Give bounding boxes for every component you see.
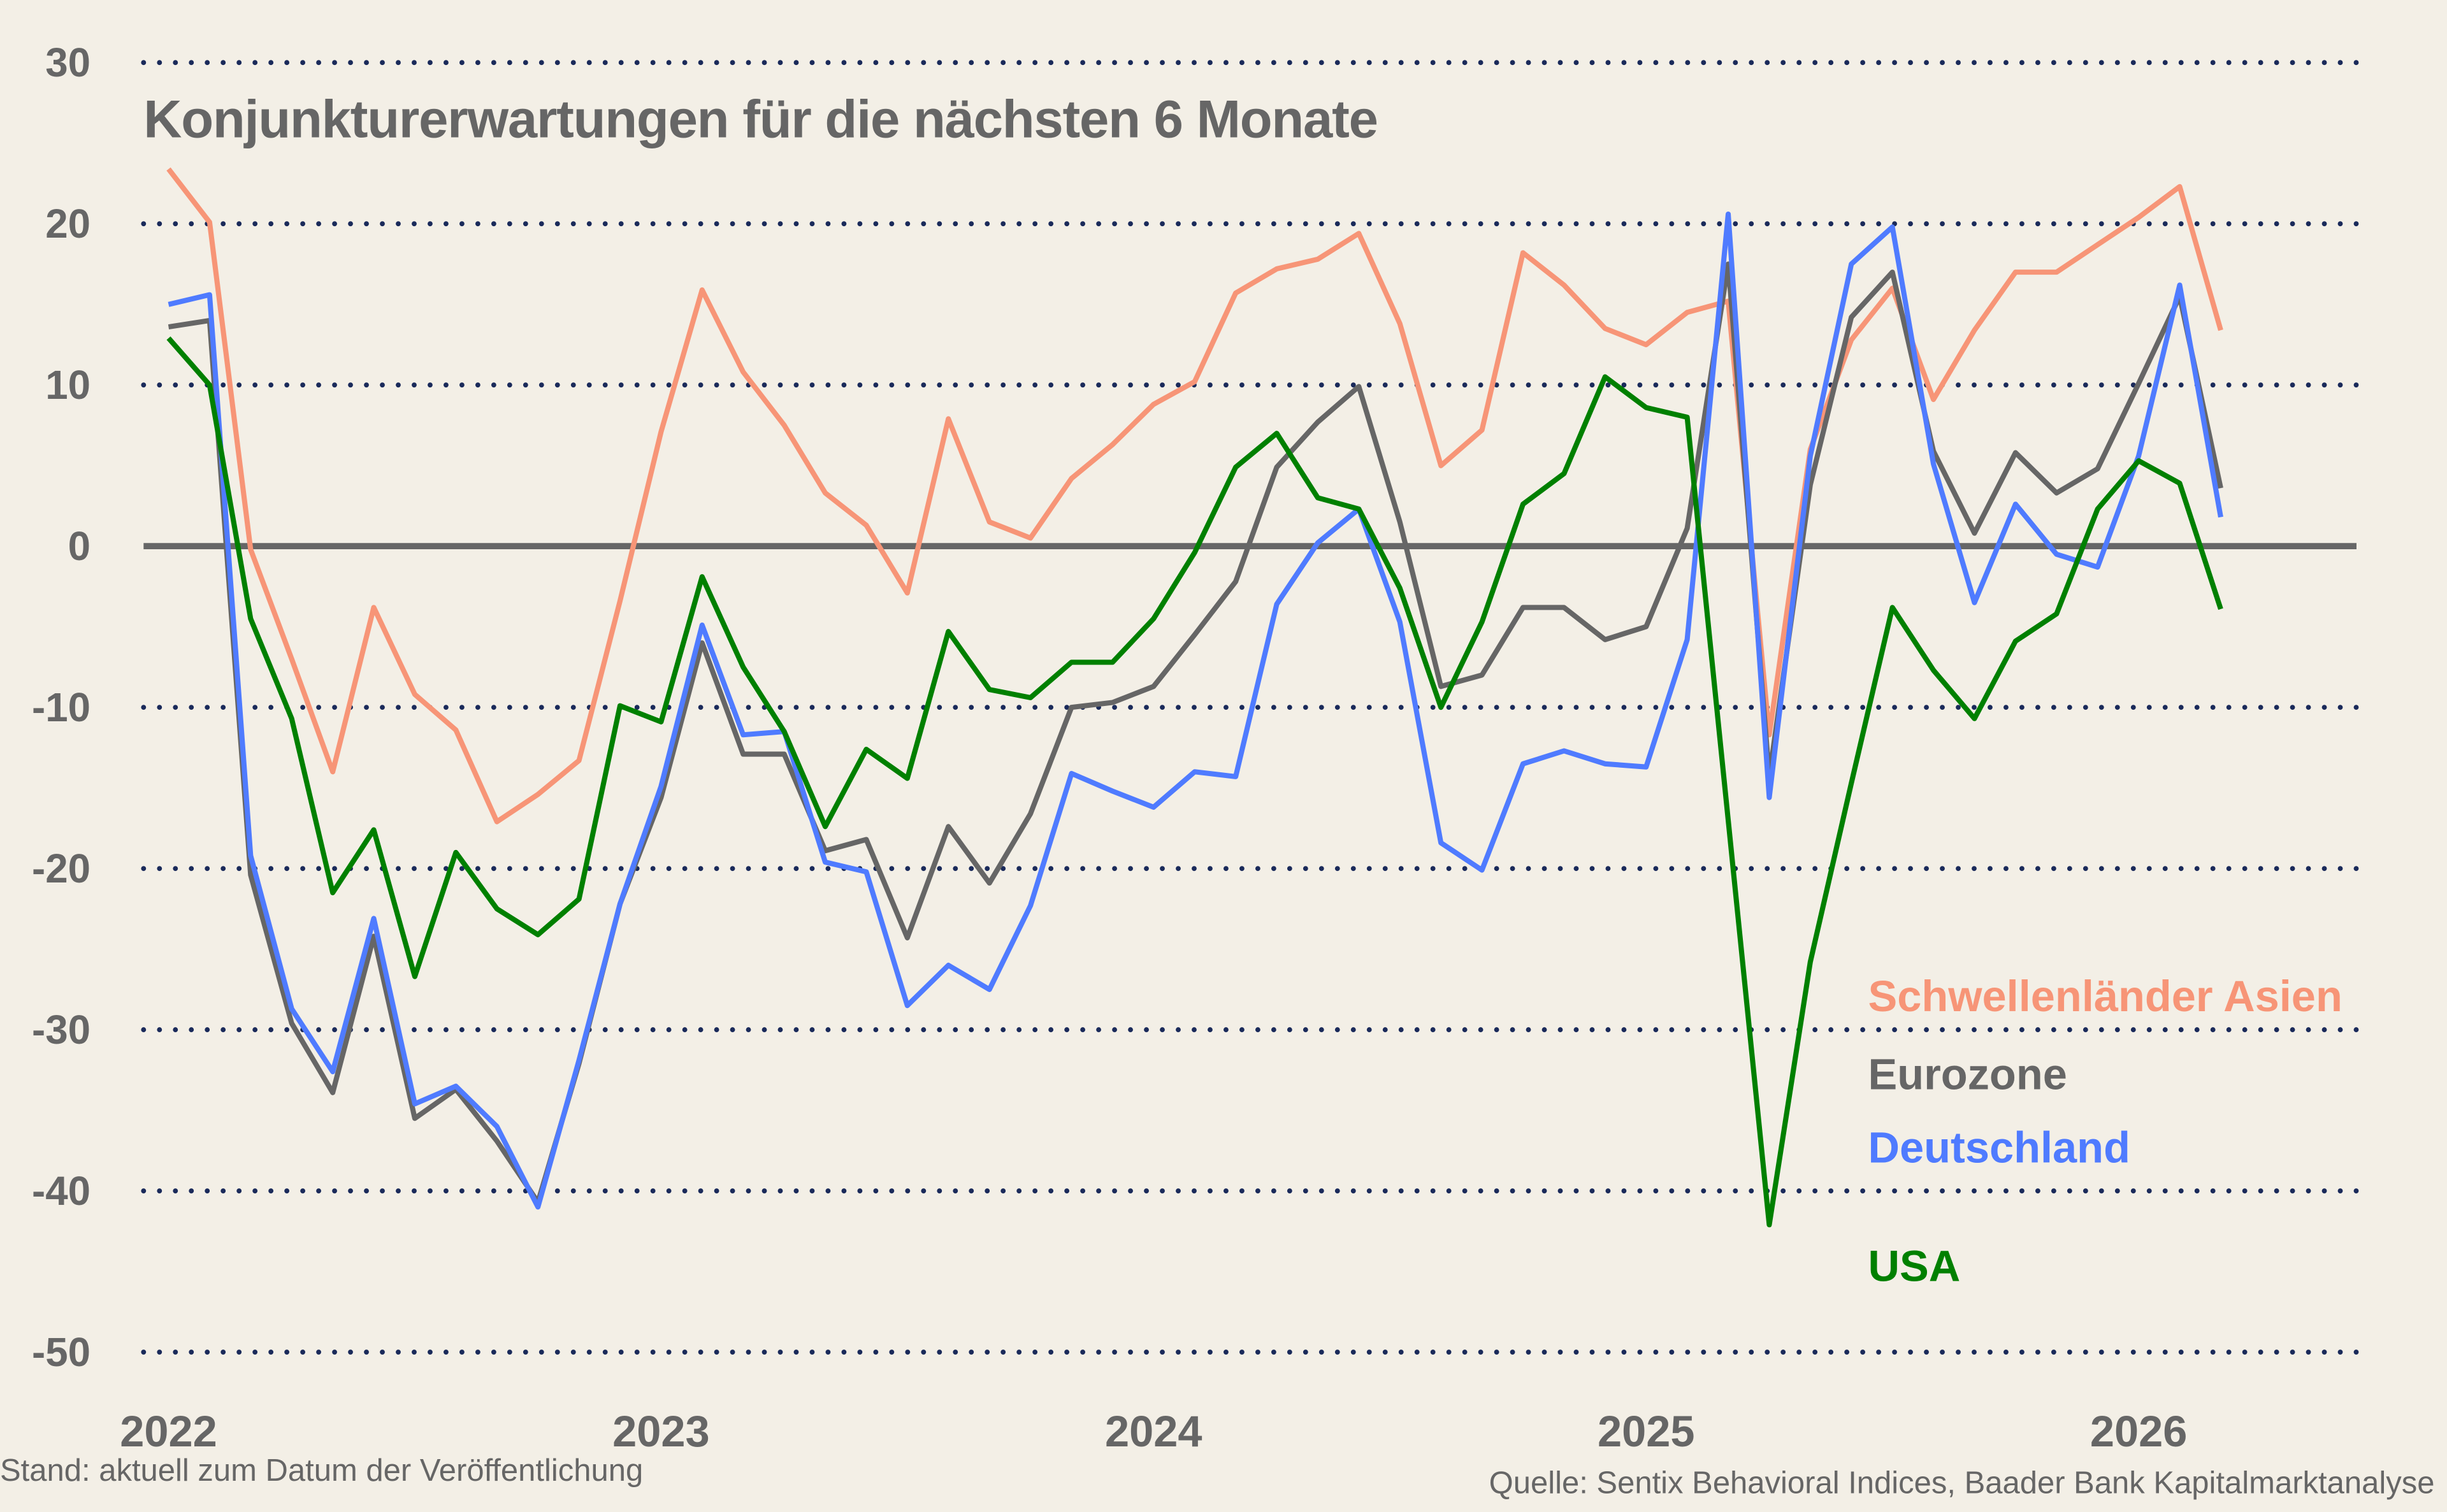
footer-source: Quelle: Sentix Behavioral Indices, Baade… <box>1489 1467 2435 1501</box>
y-tick-label: 10 <box>45 363 90 408</box>
y-tick-label: 0 <box>68 524 90 569</box>
y-tick-label: -40 <box>32 1169 90 1214</box>
series-line-eurozone <box>168 261 2223 1205</box>
y-tick-label: 30 <box>45 40 90 85</box>
x-tick-label: 2022 <box>120 1407 217 1456</box>
x-tick-label: 2023 <box>612 1407 710 1456</box>
legend-deutschland: Deutschland <box>1868 1123 2130 1172</box>
series-line-usa <box>166 336 2223 1228</box>
x-tick-label: 2025 <box>1598 1407 1695 1456</box>
y-tick-label: -20 <box>32 846 90 891</box>
x-tick-label: 2026 <box>2090 1407 2188 1456</box>
series-line-deutschland <box>168 211 2223 1210</box>
chart-title: Konjunkturerwartungen für die nächsten 6… <box>143 90 1378 150</box>
legend-eurozone: Eurozone <box>1868 1050 2067 1099</box>
legend-schwellenlaender-asien: Schwellenländer Asien <box>1868 972 2342 1021</box>
footer-status: Stand: aktuell zum Datum der Veröffentli… <box>0 1454 644 1489</box>
series-lines <box>166 167 2223 1228</box>
legend-usa: USA <box>1868 1242 1961 1291</box>
y-tick-label: -50 <box>32 1330 90 1375</box>
y-tick-label: 20 <box>45 201 90 247</box>
x-tick-labels: 2022 2023 2024 2025 2026 <box>120 1407 2187 1456</box>
x-tick-label: 2024 <box>1105 1407 1202 1456</box>
y-tick-label: -30 <box>32 1007 90 1053</box>
y-tick-labels: 30 20 10 0 -10 -20 -30 -40 -50 <box>32 40 90 1375</box>
y-tick-label: -10 <box>32 685 90 730</box>
series-line-schwellenl-nder-asien <box>166 167 2223 824</box>
